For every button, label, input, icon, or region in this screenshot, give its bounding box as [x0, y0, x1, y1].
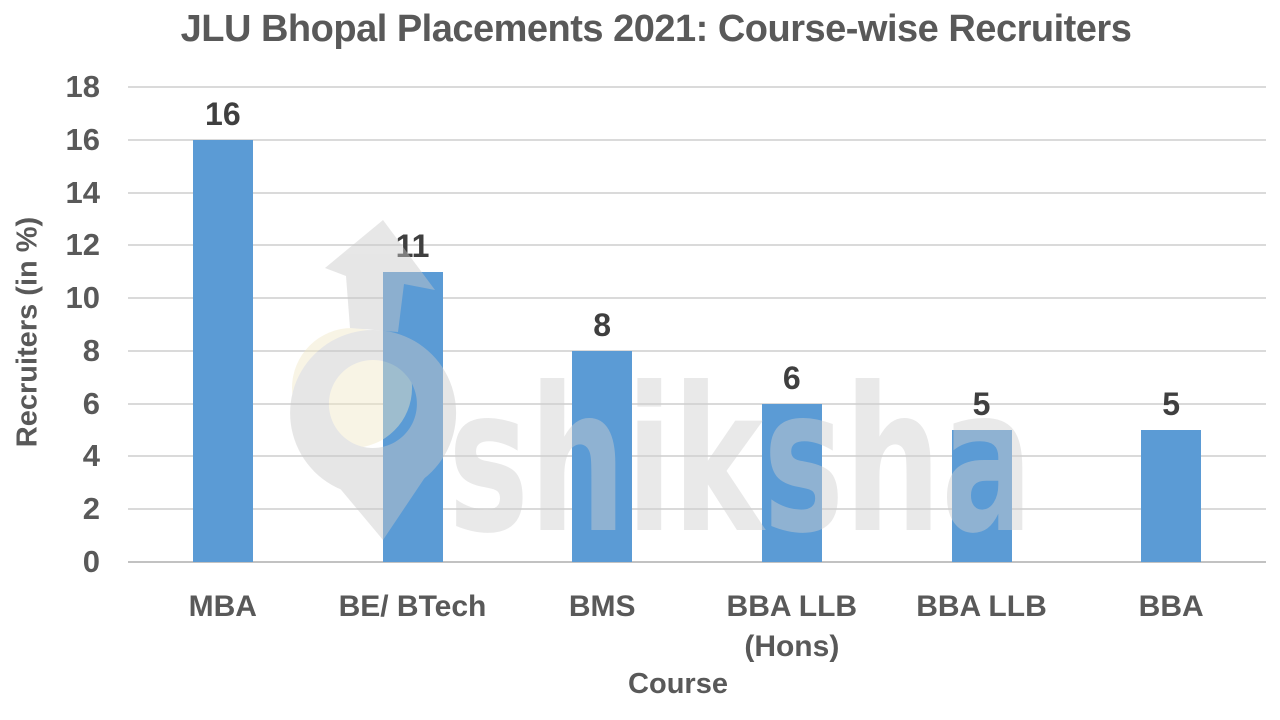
- category-label: BBA LLB (Hons): [726, 590, 858, 663]
- bar-value-label: 6: [782, 359, 801, 396]
- x-axis-title: Course: [628, 668, 728, 700]
- chart-title: JLU Bhopal Placements 2021: Course-wise …: [180, 8, 1132, 50]
- bar-value-label: 5: [972, 386, 991, 423]
- y-tick-label: 14: [65, 174, 100, 210]
- bar: [192, 139, 253, 562]
- y-gridline: [128, 191, 1266, 194]
- y-gridline: [128, 297, 1266, 300]
- bar: [951, 430, 1012, 562]
- category-label: BBA: [1138, 590, 1204, 623]
- y-gridline: [128, 455, 1266, 458]
- category-label: BE/ BTech: [338, 590, 487, 623]
- category-label: BBA LLB: [916, 590, 1047, 623]
- plot-area: 0 2 4 6 8 10 12 14 16 18 16 MBA 11 BE/ BTech 8 BMS 6 BBA …: [66, 69, 1266, 663]
- y-tick-label: 6: [82, 385, 100, 421]
- y-tick-label: 10: [65, 280, 100, 316]
- category-label: MBA: [188, 590, 257, 623]
- y-gridline: [128, 402, 1266, 405]
- bar: [382, 271, 443, 562]
- bar-value-label: 5: [1162, 386, 1181, 423]
- bar: [572, 350, 633, 562]
- bar: [761, 403, 822, 562]
- bar-value-label: 16: [205, 95, 241, 132]
- y-tick-label: 4: [82, 438, 100, 474]
- y-tick-label: 16: [65, 121, 100, 157]
- y-gridline: [128, 86, 1266, 88]
- y-tick-label: 0: [82, 544, 100, 579]
- bar-value-label: 8: [593, 306, 612, 343]
- y-tick-label: 18: [65, 69, 100, 104]
- bar-value-label: 11: [395, 227, 430, 264]
- y-gridline: [128, 244, 1266, 247]
- y-tick-label: 2: [82, 491, 100, 527]
- y-tick-label: 8: [82, 332, 100, 368]
- bar: [1141, 430, 1202, 562]
- y-tick-label: 12: [65, 227, 100, 263]
- y-gridline: [128, 508, 1266, 511]
- y-gridline: [128, 138, 1266, 141]
- x-axis-baseline: [128, 561, 1266, 563]
- category-label: BMS: [568, 590, 636, 623]
- y-gridline: [128, 349, 1266, 352]
